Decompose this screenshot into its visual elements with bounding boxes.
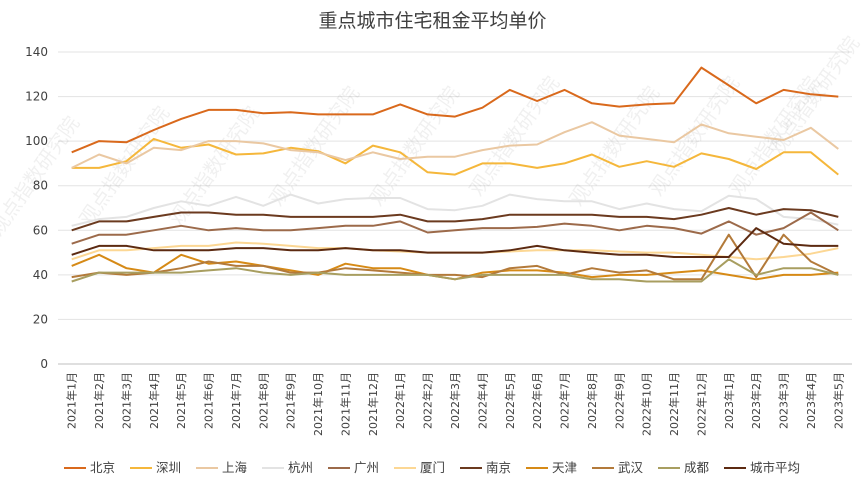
legend-item-城市平均: 城市平均 bbox=[724, 460, 800, 475]
x-tick-label: 2022年2月 bbox=[421, 372, 435, 429]
x-tick-label: 2021年1月 bbox=[65, 372, 79, 429]
x-tick-label: 2022年12月 bbox=[694, 372, 708, 436]
legend-item-厦门: 厦门 bbox=[394, 460, 445, 475]
series-line-深圳 bbox=[71, 137, 839, 176]
x-tick-label: 2022年3月 bbox=[448, 372, 462, 429]
series-line-城市平均 bbox=[71, 227, 839, 258]
legend-label: 厦门 bbox=[420, 460, 445, 475]
legend-item-广州: 广州 bbox=[328, 460, 379, 475]
series-line-南京 bbox=[71, 207, 839, 232]
x-tick-label: 2021年8月 bbox=[256, 372, 270, 429]
y-tick-label: 40 bbox=[33, 268, 48, 282]
x-tick-label: 2021年9月 bbox=[284, 372, 298, 429]
legend-label: 南京 bbox=[486, 460, 511, 475]
y-tick-label: 0 bbox=[40, 357, 48, 371]
series-line-武汉 bbox=[71, 233, 839, 281]
x-tick-label: 2022年1月 bbox=[393, 372, 407, 429]
x-tick-label: 2021年11月 bbox=[338, 372, 352, 436]
x-tick-label: 2022年10月 bbox=[640, 372, 654, 436]
y-axis-ticks: 0 20 40 60 80 100 120 140 bbox=[25, 45, 48, 371]
x-tick-label: 2022年11月 bbox=[667, 372, 681, 436]
x-tick-label: 2022年4月 bbox=[475, 372, 489, 429]
legend-label: 城市平均 bbox=[750, 460, 800, 475]
y-tick-label: 100 bbox=[25, 134, 48, 148]
series-lines bbox=[71, 66, 839, 283]
legend-label: 广州 bbox=[354, 460, 379, 475]
legend-label: 杭州 bbox=[288, 460, 313, 475]
legend-item-成都: 成都 bbox=[658, 460, 710, 475]
x-tick-label: 2023年4月 bbox=[804, 372, 818, 429]
series-line-杭州 bbox=[71, 193, 839, 227]
x-tick-label: 2023年1月 bbox=[722, 372, 736, 429]
legend-label: 深圳 bbox=[156, 460, 181, 475]
x-tick-label: 2021年6月 bbox=[202, 372, 216, 429]
legend: 北京 深圳 上海 杭州 广州 厦门 南京 天津 武汉 成都 城市平均 bbox=[64, 460, 800, 475]
x-tick-label: 2021年10月 bbox=[311, 372, 325, 436]
x-tick-label: 2023年5月 bbox=[831, 372, 845, 429]
legend-item-上海: 上海 bbox=[196, 460, 248, 475]
watermark-text: 观点指数研究院 bbox=[164, 102, 264, 230]
x-tick-label: 2021年5月 bbox=[174, 372, 188, 429]
x-tick-label: 2022年6月 bbox=[530, 372, 544, 429]
legend-label: 上海 bbox=[222, 460, 248, 475]
x-tick-label: 2022年7月 bbox=[558, 372, 572, 429]
legend-item-天津: 天津 bbox=[526, 460, 577, 475]
y-tick-label: 20 bbox=[33, 312, 48, 326]
legend-item-深圳: 深圳 bbox=[130, 460, 181, 475]
x-tick-label: 2023年3月 bbox=[777, 372, 791, 429]
y-tick-label: 140 bbox=[25, 45, 48, 59]
series-line-广州 bbox=[71, 211, 839, 245]
x-tick-label: 2021年12月 bbox=[366, 372, 380, 436]
legend-label: 成都 bbox=[684, 460, 710, 475]
y-tick-label: 60 bbox=[33, 223, 48, 237]
series-line-上海 bbox=[71, 121, 839, 169]
series-line-北京 bbox=[71, 66, 839, 154]
legend-label: 北京 bbox=[90, 460, 115, 475]
watermark-text: 观点指数研究院 bbox=[364, 82, 464, 210]
legend-item-武汉: 武汉 bbox=[592, 460, 644, 475]
x-tick-label: 2021年4月 bbox=[147, 372, 161, 429]
legend-item-北京: 北京 bbox=[64, 460, 115, 475]
series-line-成都 bbox=[71, 258, 839, 283]
x-tick-label: 2023年2月 bbox=[749, 372, 763, 429]
legend-label: 天津 bbox=[552, 460, 577, 475]
chart-title: 重点城市住宅租金平均单价 bbox=[318, 10, 547, 32]
watermark-text: 观点指数研究院 bbox=[74, 102, 174, 230]
y-tick-label: 80 bbox=[33, 179, 48, 193]
x-tick-label: 2022年5月 bbox=[503, 372, 517, 429]
watermark-text: 观点指数研究院 bbox=[264, 82, 364, 210]
x-tick-label: 2022年8月 bbox=[585, 372, 599, 429]
x-tick-label: 2022年9月 bbox=[612, 372, 626, 429]
watermark-text: 观点指数研究院 bbox=[0, 112, 84, 240]
x-tick-label: 2021年3月 bbox=[119, 372, 133, 429]
legend-item-南京: 南京 bbox=[460, 460, 511, 475]
y-tick-label: 120 bbox=[25, 90, 48, 104]
x-axis-ticks: 2021年1月 2021年2月 2021年3月 2021年4月 2021年5月 2021年… bbox=[65, 372, 846, 436]
x-tick-label: 2021年7月 bbox=[229, 372, 243, 429]
x-tick-label: 2021年2月 bbox=[92, 372, 106, 429]
legend-label: 武汉 bbox=[618, 460, 644, 475]
legend-item-杭州: 杭州 bbox=[262, 460, 313, 475]
